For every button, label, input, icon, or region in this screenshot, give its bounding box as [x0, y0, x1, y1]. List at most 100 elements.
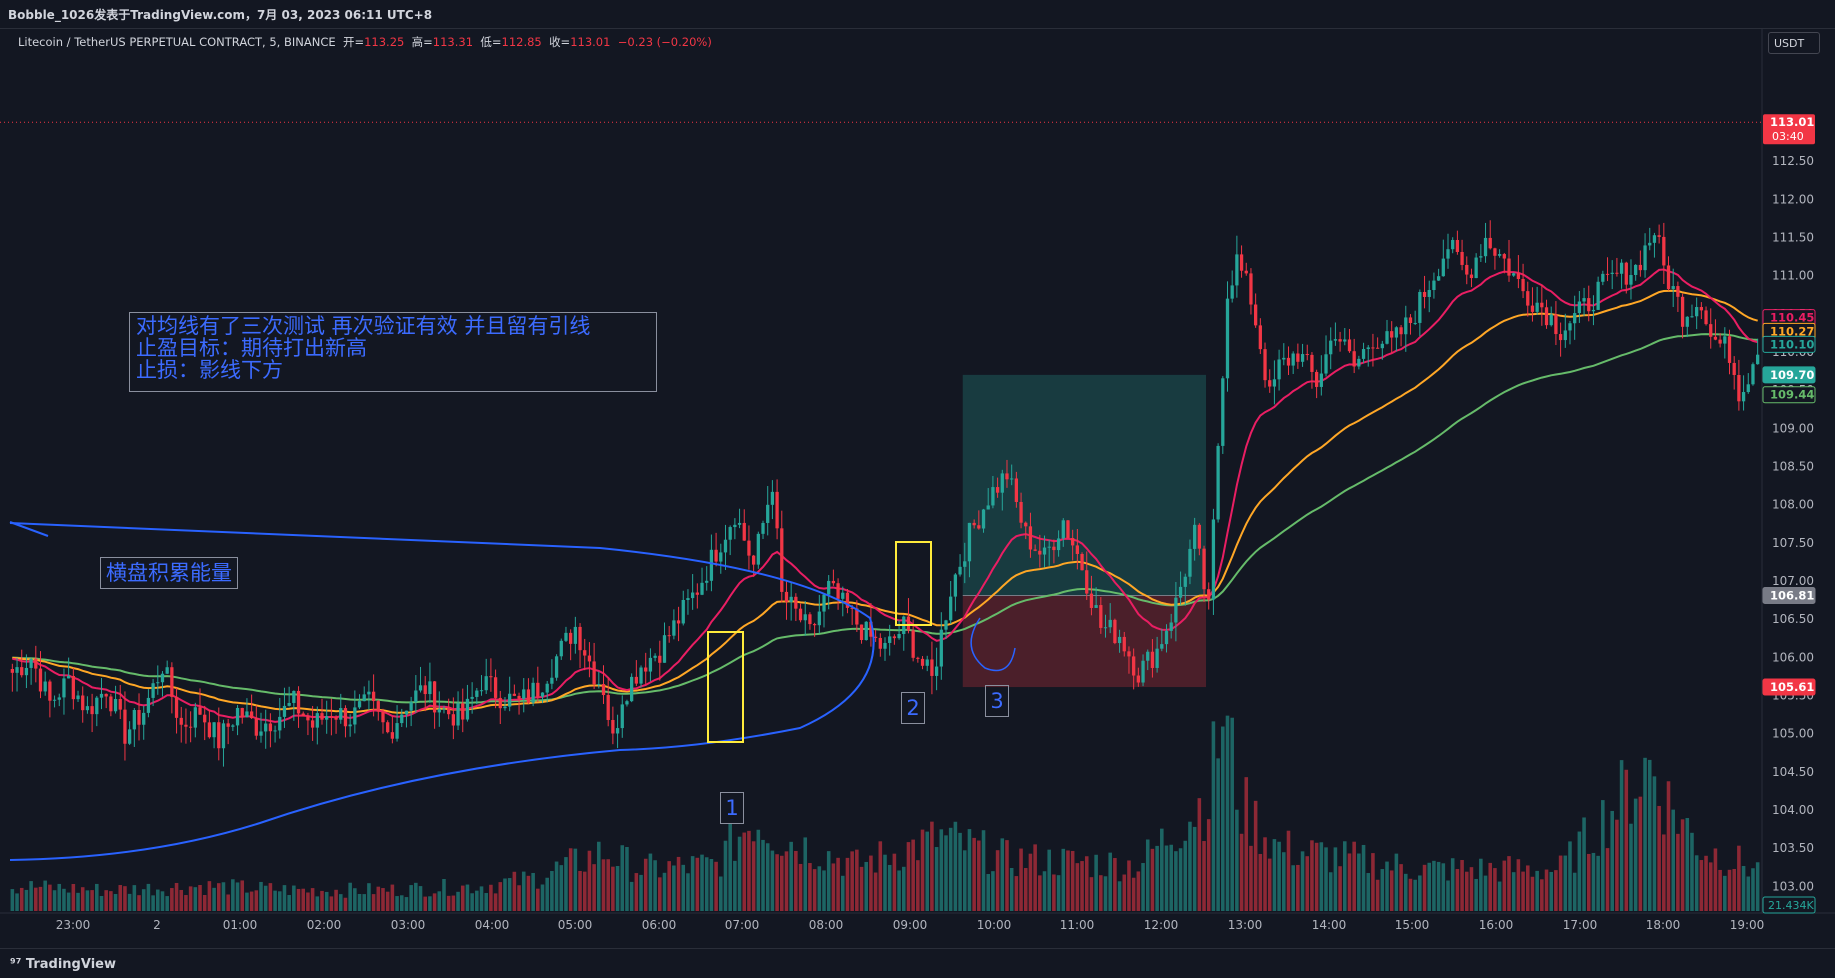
volume-bar — [723, 840, 728, 911]
candle-body — [873, 636, 878, 638]
volume-bar — [202, 894, 207, 911]
candle-body — [1652, 235, 1657, 243]
candle-body — [386, 722, 390, 733]
volume-bar — [90, 890, 94, 911]
candle-body — [76, 695, 80, 700]
candle-body — [1197, 524, 1201, 549]
volume-bar — [1601, 800, 1605, 911]
candle-body — [1385, 331, 1389, 344]
candle-body — [1296, 353, 1300, 362]
volume-bar — [1633, 798, 1638, 911]
candle-body — [475, 690, 479, 697]
y-tick-label: 109.00 — [1772, 421, 1814, 435]
candle-body — [1347, 339, 1352, 352]
volume-bar — [1174, 851, 1178, 911]
volume-bar — [1070, 850, 1075, 911]
candle-body — [362, 694, 366, 702]
volume-bar — [1141, 863, 1145, 911]
candle-body — [1751, 364, 1755, 385]
candle-body — [508, 693, 512, 707]
candle-body — [1183, 576, 1187, 587]
candle-body — [259, 731, 263, 736]
candle-body — [812, 624, 817, 626]
candle-body — [334, 717, 338, 720]
volume-bar — [1605, 848, 1610, 911]
candle-body — [920, 658, 925, 666]
volume-bar — [1488, 862, 1493, 911]
candle-body — [1052, 546, 1056, 551]
volume-bar — [1577, 831, 1582, 911]
candle-body — [784, 591, 789, 602]
candle-body — [1371, 347, 1375, 349]
loss-zone — [962, 595, 1207, 688]
test-label-3[interactable]: 3 — [985, 685, 1009, 717]
volume-bar — [981, 830, 986, 911]
candle-body — [325, 716, 329, 720]
candle-body — [409, 702, 413, 711]
candle-body — [231, 725, 235, 727]
y-tick-label: 104.50 — [1772, 765, 1814, 779]
test-label-2[interactable]: 2 — [901, 692, 925, 724]
volume-bar — [798, 863, 803, 911]
candle-body — [606, 695, 610, 720]
candle-body — [1061, 520, 1065, 539]
candle-body — [339, 708, 343, 720]
volume-bar — [1183, 840, 1188, 911]
volume-bar — [690, 856, 695, 911]
volume-bar — [1169, 844, 1173, 911]
y-tick-label: 107.50 — [1772, 536, 1814, 550]
candle-body — [1333, 339, 1338, 341]
volume-bar — [1052, 874, 1056, 911]
volume-bar — [1610, 810, 1614, 911]
symbol-name[interactable]: Litecoin / TetherUS PERPETUAL CONTRACT, … — [18, 35, 336, 49]
high-label: 高= — [411, 35, 433, 49]
volume-bar — [1305, 856, 1310, 911]
volume-bar — [1460, 860, 1464, 911]
volume-bar — [123, 886, 127, 911]
x-tick-label: 01:00 — [223, 918, 258, 932]
candle-body — [1685, 316, 1689, 327]
candle-body — [916, 657, 920, 659]
x-tick-label: 19:00 — [1730, 918, 1765, 932]
candle-body — [1558, 334, 1563, 341]
candle-body — [1066, 520, 1070, 539]
candle-body — [1544, 307, 1549, 326]
volume-bar — [1192, 826, 1197, 911]
candle-body — [981, 509, 986, 529]
candle-body — [1094, 605, 1098, 608]
volume-bar — [1596, 855, 1600, 911]
candle-body — [292, 690, 296, 703]
volume-bar — [977, 840, 981, 911]
volume-bar — [470, 893, 474, 911]
analysis-note[interactable]: 对均线有了三次测试 再次验证有效 并且留有引线 止盈目标：期待打出新高 止损：影… — [129, 312, 657, 392]
range-note[interactable]: 横盘积累能量 — [100, 557, 238, 589]
candle-body — [827, 580, 831, 595]
candle-body — [118, 698, 122, 710]
candle-body — [1010, 478, 1014, 480]
volume-bar — [1708, 862, 1713, 911]
test-label-1[interactable]: 1 — [720, 792, 744, 824]
candle-body — [554, 656, 559, 678]
volume-bar — [104, 890, 108, 911]
volume-bar — [226, 894, 230, 911]
volume-bar — [1202, 841, 1206, 911]
volume-bar — [334, 889, 338, 911]
candle-body — [1502, 254, 1506, 259]
candle-body — [1254, 304, 1258, 326]
candle-body — [498, 697, 502, 709]
x-tick-label: 14:00 — [1312, 918, 1347, 932]
volume-bar — [1042, 871, 1047, 911]
volume-bar — [1380, 869, 1385, 911]
candle-body — [1460, 251, 1464, 265]
price-chart[interactable]: 103.00103.50104.00104.50105.00105.50106.… — [0, 28, 1835, 948]
volume-bar — [296, 888, 301, 911]
tradingview-logo[interactable]: ⁹⁷ TradingView — [10, 957, 116, 972]
candle-body — [766, 504, 770, 523]
candle-body — [1737, 374, 1741, 402]
candle-body — [1178, 586, 1183, 598]
title-bar: Bobble_1026发表于TradingView.com，7月 03, 202… — [0, 0, 1835, 29]
x-tick-label: 08:00 — [809, 918, 844, 932]
currency-selector[interactable]: USDT — [1768, 32, 1820, 54]
volume-bar — [672, 865, 676, 911]
y-tick-label: 106.00 — [1772, 650, 1814, 664]
